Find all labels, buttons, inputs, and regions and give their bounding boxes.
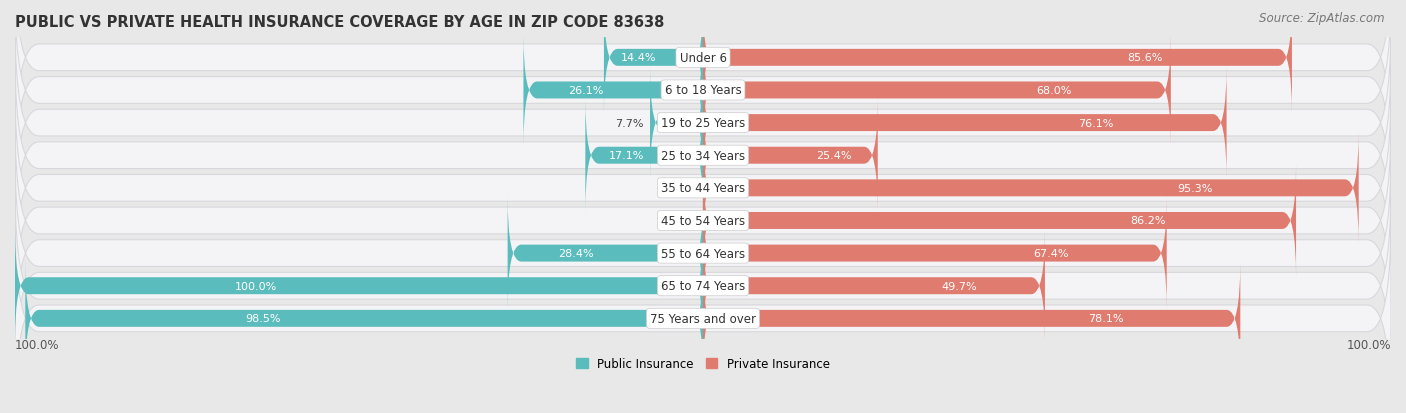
Text: 98.5%: 98.5% [245, 313, 280, 323]
FancyBboxPatch shape [15, 229, 703, 343]
Text: Source: ZipAtlas.com: Source: ZipAtlas.com [1260, 12, 1385, 25]
Text: 7.7%: 7.7% [614, 118, 643, 128]
Legend: Public Insurance, Private Insurance: Public Insurance, Private Insurance [571, 353, 835, 375]
Text: 25 to 34 Years: 25 to 34 Years [661, 150, 745, 162]
Text: 100.0%: 100.0% [235, 281, 277, 291]
FancyBboxPatch shape [15, 55, 1391, 256]
Text: 45 to 54 Years: 45 to 54 Years [661, 214, 745, 228]
Text: 55 to 64 Years: 55 to 64 Years [661, 247, 745, 260]
Text: 28.4%: 28.4% [558, 249, 593, 259]
Text: Under 6: Under 6 [679, 52, 727, 65]
Text: 25.4%: 25.4% [817, 151, 852, 161]
FancyBboxPatch shape [703, 197, 1167, 310]
Text: 68.0%: 68.0% [1036, 86, 1071, 96]
Text: 85.6%: 85.6% [1128, 53, 1163, 63]
Text: 78.1%: 78.1% [1088, 313, 1123, 323]
FancyBboxPatch shape [508, 197, 703, 310]
Text: 6 to 18 Years: 6 to 18 Years [665, 84, 741, 97]
FancyBboxPatch shape [703, 2, 1292, 115]
Text: 0.0%: 0.0% [665, 183, 693, 193]
Text: 26.1%: 26.1% [568, 86, 605, 96]
FancyBboxPatch shape [703, 164, 1296, 278]
FancyBboxPatch shape [650, 66, 703, 180]
FancyBboxPatch shape [15, 120, 1391, 321]
FancyBboxPatch shape [605, 2, 703, 115]
Text: 100.0%: 100.0% [15, 338, 59, 351]
FancyBboxPatch shape [15, 0, 1391, 159]
Text: PUBLIC VS PRIVATE HEALTH INSURANCE COVERAGE BY AGE IN ZIP CODE 83638: PUBLIC VS PRIVATE HEALTH INSURANCE COVER… [15, 15, 665, 30]
Text: 95.3%: 95.3% [1177, 183, 1212, 193]
FancyBboxPatch shape [15, 185, 1391, 387]
Text: 14.4%: 14.4% [621, 53, 657, 63]
FancyBboxPatch shape [703, 132, 1358, 245]
FancyBboxPatch shape [585, 99, 703, 212]
FancyBboxPatch shape [703, 99, 877, 212]
FancyBboxPatch shape [703, 229, 1045, 343]
Text: 75 Years and over: 75 Years and over [650, 312, 756, 325]
Text: 67.4%: 67.4% [1033, 249, 1069, 259]
FancyBboxPatch shape [703, 262, 1240, 375]
FancyBboxPatch shape [703, 34, 1171, 147]
FancyBboxPatch shape [15, 153, 1391, 354]
Text: 0.0%: 0.0% [665, 216, 693, 226]
Text: 19 to 25 Years: 19 to 25 Years [661, 117, 745, 130]
FancyBboxPatch shape [523, 34, 703, 147]
FancyBboxPatch shape [15, 23, 1391, 224]
FancyBboxPatch shape [15, 218, 1391, 413]
Text: 86.2%: 86.2% [1130, 216, 1166, 226]
Text: 35 to 44 Years: 35 to 44 Years [661, 182, 745, 195]
Text: 49.7%: 49.7% [942, 281, 977, 291]
Text: 65 to 74 Years: 65 to 74 Years [661, 280, 745, 292]
FancyBboxPatch shape [25, 262, 703, 375]
FancyBboxPatch shape [703, 66, 1226, 180]
Text: 76.1%: 76.1% [1078, 118, 1114, 128]
FancyBboxPatch shape [15, 88, 1391, 289]
Text: 17.1%: 17.1% [609, 151, 644, 161]
Text: 100.0%: 100.0% [1347, 338, 1391, 351]
FancyBboxPatch shape [15, 0, 1391, 191]
